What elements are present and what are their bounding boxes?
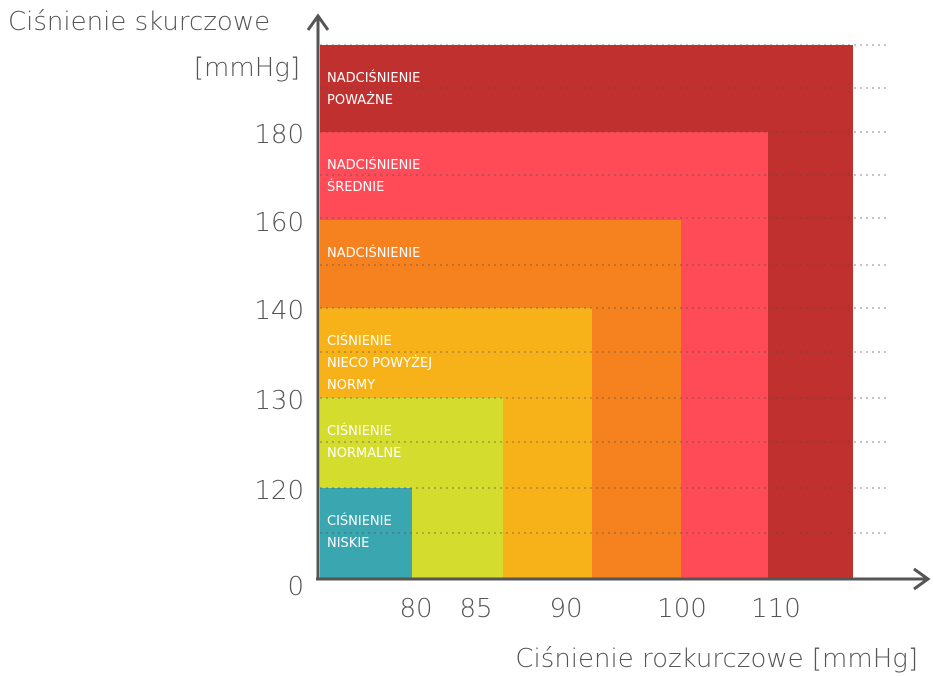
zone-label: NORMALNE <box>327 446 401 461</box>
x-tick-label: 90 <box>549 594 582 624</box>
zone-label: NIECO POWYŻEJ <box>327 355 432 371</box>
y-unit: [mmHg] <box>194 53 300 83</box>
zone-label: NISKIE <box>327 536 369 551</box>
zones: NADCIŚNIENIE POWAŻNE NADCIŚNIENIE ŚREDNIE NA… <box>320 45 853 578</box>
zone <box>320 488 412 578</box>
zone-label: NADCIŚNIENIE <box>327 70 420 86</box>
zone-label: CIŚNIENIE <box>327 513 392 529</box>
y-tick-label: 0 <box>287 572 304 602</box>
x-tick-label: 100 <box>657 594 707 624</box>
zone-label: NADCIŚNIENIE <box>327 157 420 173</box>
zone-label: CIŚNIENIE <box>327 423 392 439</box>
y-title: Ciśnienie skurczowe <box>8 7 270 37</box>
zone-label: ŚREDNIE <box>327 179 384 195</box>
x-tick-label: 85 <box>459 594 492 624</box>
y-arrow <box>306 13 330 31</box>
zone-label: NORMY <box>327 378 375 393</box>
x-tick-label: 80 <box>399 594 432 624</box>
dotted-guides <box>320 44 886 534</box>
y-tick-label: 120 <box>254 476 304 506</box>
y-tick-label: 160 <box>254 208 304 238</box>
zone-label: POWAŻNE <box>327 92 393 108</box>
x-arrow <box>913 567 931 591</box>
y-tick-label: 140 <box>254 296 304 326</box>
zone-label: CIŚNIENIE <box>327 333 392 349</box>
y-tick-label: 130 <box>254 386 304 416</box>
zone-label: NADCIŚNIENIE <box>327 245 420 261</box>
y-tick-label: 180 <box>254 120 304 150</box>
x-title: Ciśnienie rozkurczowe [mmHg] <box>515 644 918 674</box>
x-tick-label: 110 <box>751 594 801 624</box>
